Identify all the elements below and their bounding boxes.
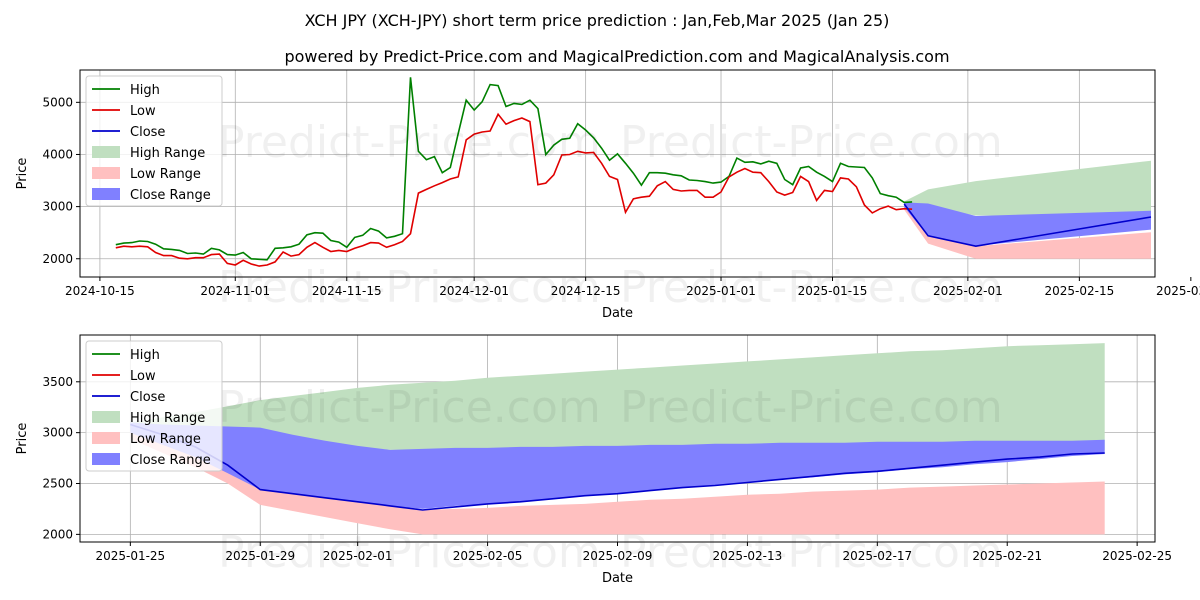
legend-label: High Range [130,146,205,161]
x-tick-label: 2025-02-01 [933,284,1003,298]
low-range-band [904,204,1151,259]
y-axis-label: Price [15,158,30,190]
legend-label: Low [130,104,156,119]
low-range-band [130,427,1105,535]
y-tick-label: 3500 [42,375,73,389]
y-tick-label: 2000 [42,527,73,541]
chart-subtitle: powered by Predict-Price.com and Magical… [284,47,949,66]
legend-label: Close Range [130,188,211,203]
x-tick-label: 2024-12-15 [551,284,621,298]
close-range-band [904,202,1151,246]
x-tick-label: 2025-01-29 [225,549,295,563]
x-tick-label: 2025-02-17 [842,549,912,563]
x-tick-label: 2025-02-25 [1102,549,1172,563]
watermark: Predict-Price.com [218,262,601,313]
legend-label: Close [130,125,165,140]
y-tick-label: 2500 [42,477,73,491]
legend-swatch [92,432,120,444]
watermark: Predict-Price.com [620,117,1003,168]
watermark: Predict-Price.com [620,527,1003,578]
close-line [130,423,1105,511]
x-tick-label: 2025-01-25 [95,549,165,563]
y-tick-label: 4000 [42,147,73,161]
low-line [115,112,913,267]
legend-swatch [92,188,120,200]
y-tick-label: 3000 [42,426,73,440]
x-axis-label: Date [602,306,633,321]
x-tick-label: 2025-02-21 [972,549,1042,563]
legend-label: Low [130,369,156,384]
x-tick-label: 2025-02-01 [323,549,393,563]
close-line [903,203,1152,248]
legend-label: Low Range [130,167,201,182]
x-tick-label: 2025-03-01 [1156,284,1200,298]
high-line [115,77,913,261]
legend-label: High [130,83,160,98]
watermark: Predict-Price.com [620,382,1003,433]
x-tick-label: 2024-10-15 [65,284,135,298]
watermark: Predict-Price.com [218,382,601,433]
x-axis-label: Date [602,571,633,586]
x-tick-label: 2024-12-01 [439,284,509,298]
y-tick-label: 5000 [42,95,73,109]
legend-swatch [92,146,120,158]
legend-swatch [92,411,120,423]
y-tick-label: 2000 [42,252,73,266]
x-tick-label: 2025-02-13 [713,549,783,563]
legend-label: High [130,348,160,363]
bottom-panel: Predict-Price.com Predict-Price.com Predic… [15,334,1172,586]
watermark: Predict-Price.com [218,117,601,168]
watermark: Predict-Price.com [218,527,601,578]
legend-label: Close [130,390,165,405]
close-range-band [130,422,1105,509]
x-tick-label: 2025-02-15 [1044,284,1114,298]
y-axis-label: Price [15,423,30,455]
x-tick-label: 2025-02-09 [583,549,653,563]
x-tick-label: 2024-11-01 [200,284,270,298]
watermark: Predict-Price.com [620,262,1003,313]
legend-label: High Range [130,411,205,426]
high-range-band [904,160,1151,216]
x-tick-label: 2024-11-15 [312,284,382,298]
high-range-band [130,343,1105,450]
x-tick-label: 2025-01-01 [686,284,756,298]
x-tick-label: 2025-02-05 [453,549,523,563]
axes-frame [79,69,1156,278]
legend-swatch [92,453,120,465]
legend-label: Low Range [130,432,201,447]
chart-title: XCH JPY (XCH-JPY) short term price predi… [305,11,890,30]
legend-swatch [92,167,120,179]
top-panel: Predict-Price.com Predict-Price.com Predic… [15,69,1200,321]
y-tick-label: 3000 [42,200,73,214]
legend-label: Close Range [130,453,211,468]
x-tick-label: 2025-01-15 [798,284,868,298]
